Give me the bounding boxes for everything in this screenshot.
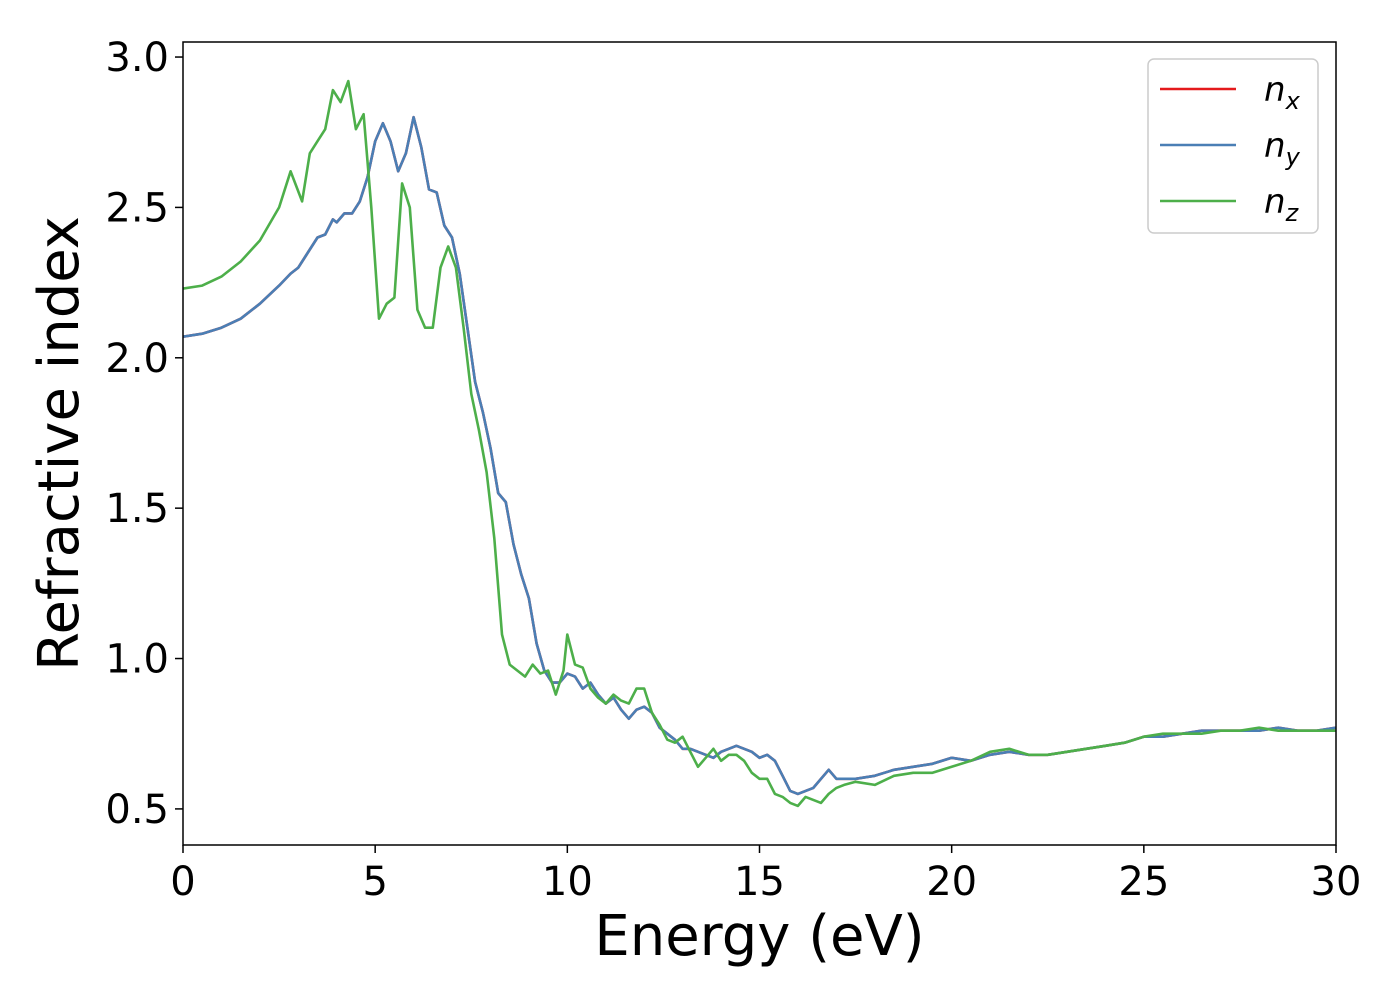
y-tick-label: 2.5	[105, 185, 169, 231]
x-tick-label: 5	[362, 859, 387, 905]
series-layer	[183, 79, 1336, 808]
x-tick-label: 30	[1311, 859, 1362, 905]
x-tick-label: 0	[170, 859, 195, 905]
series-line-z	[183, 79, 1336, 808]
y-tick-label: 1.0	[105, 637, 169, 683]
x-tick-label: 25	[1118, 859, 1169, 905]
y-axis-title: Refractive index	[27, 216, 92, 671]
y-tick-label: 0.5	[105, 787, 169, 833]
x-tick-label: 20	[926, 859, 977, 905]
y-axis-ticks: 0.5 1.0 1.5 2.0 2.5 3.0	[105, 35, 183, 833]
x-axis-ticks: 0 5 10 15 20 25 30	[170, 845, 1361, 905]
y-tick-label: 3.0	[105, 35, 169, 81]
x-tick-label: 15	[734, 859, 785, 905]
x-axis-title: Energy (eV)	[594, 904, 924, 969]
y-tick-label: 2.0	[105, 336, 169, 382]
x-tick-label: 10	[542, 859, 593, 905]
y-tick-label: 1.5	[105, 486, 169, 532]
series-line-y	[183, 115, 1336, 796]
